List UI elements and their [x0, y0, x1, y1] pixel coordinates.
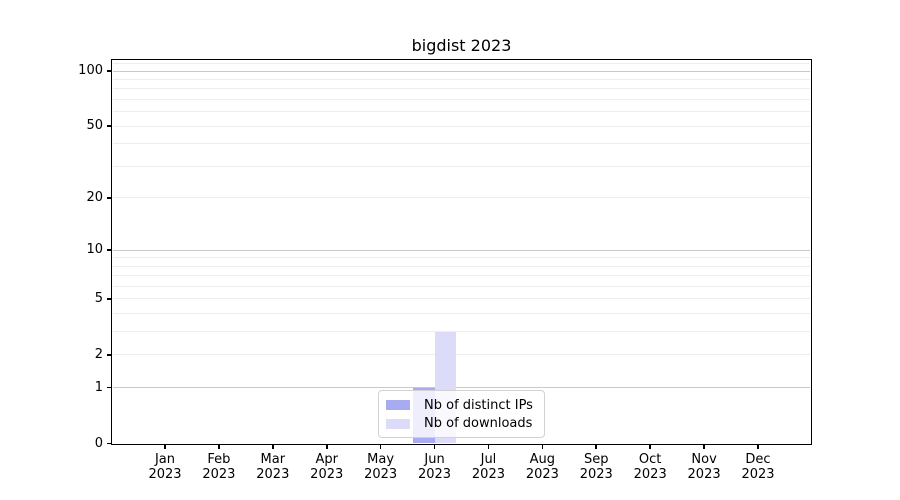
y-tick-mark — [106, 298, 112, 300]
x-axis-tick-label: Mar 2023 — [241, 452, 305, 483]
y-axis-tick-label: 20 — [86, 189, 103, 205]
x-tick-month: Apr — [315, 451, 338, 467]
major-gridline — [113, 249, 810, 251]
legend-label-distinct-ips: Nb of distinct IPs — [424, 397, 533, 413]
x-tick-year: 2023 — [256, 467, 290, 482]
x-tick-year: 2023 — [202, 467, 236, 482]
x-tick-year: 2023 — [579, 467, 613, 482]
x-tick-mark — [649, 443, 652, 449]
x-tick-month: Jul — [480, 451, 497, 467]
x-tick-month: Sep — [584, 451, 609, 467]
minor-gridline — [113, 275, 810, 277]
minor-gridline — [113, 111, 810, 113]
x-axis-tick-label: Nov 2023 — [672, 452, 736, 483]
x-axis-tick-label: Aug 2023 — [510, 452, 574, 483]
x-tick-year: 2023 — [741, 467, 775, 482]
y-axis-tick-label: 5 — [94, 290, 103, 306]
minor-gridline — [113, 197, 810, 199]
y-tick-mark — [106, 197, 112, 199]
legend-swatch-downloads — [386, 418, 410, 429]
minor-gridline — [113, 125, 810, 127]
y-tick-mark — [106, 442, 112, 445]
minor-gridline — [113, 298, 810, 300]
minor-gridline — [113, 265, 810, 267]
x-axis-tick-label: Jan 2023 — [133, 452, 197, 483]
minor-gridline — [113, 331, 810, 333]
x-axis-tick-label: May 2023 — [349, 452, 413, 483]
y-axis-tick-label: 10 — [86, 242, 103, 258]
x-axis-tick-label: Feb 2023 — [187, 452, 251, 483]
x-axis-tick-label: Dec 2023 — [726, 452, 790, 483]
x-tick-year: 2023 — [471, 467, 505, 482]
x-axis-tick-label: Oct 2023 — [618, 452, 682, 483]
x-tick-month: Oct — [638, 451, 662, 467]
major-gridline — [113, 70, 810, 72]
x-tick-year: 2023 — [525, 467, 559, 482]
legend-swatch-distinct-ips — [386, 400, 410, 411]
legend-item-downloads: Nb of downloads — [386, 415, 536, 434]
x-tick-month: Nov — [691, 451, 717, 467]
y-axis-tick-label: 0 — [94, 435, 103, 451]
x-tick-month: Aug — [529, 451, 556, 467]
minor-gridline — [113, 79, 810, 81]
x-axis-tick-label: Apr 2023 — [295, 452, 359, 483]
x-tick-mark — [164, 443, 166, 449]
x-tick-year: 2023 — [310, 467, 344, 482]
x-tick-mark — [379, 443, 382, 449]
y-tick-mark — [106, 249, 112, 251]
x-tick-month: Jun — [424, 451, 445, 467]
x-tick-month: Dec — [745, 451, 771, 467]
x-tick-month: Mar — [260, 451, 286, 467]
y-axis-tick-label: 50 — [86, 118, 103, 134]
minor-gridline — [113, 354, 810, 356]
x-tick-month: Feb — [207, 451, 231, 467]
minor-gridline — [113, 286, 810, 287]
x-tick-year: 2023 — [633, 467, 667, 482]
x-tick-mark — [541, 443, 544, 449]
x-axis-tick-label: Jul 2023 — [456, 452, 520, 483]
y-tick-mark — [106, 70, 112, 72]
x-tick-month: Jan — [154, 451, 176, 467]
x-tick-mark — [325, 443, 328, 449]
minor-gridline — [113, 99, 810, 101]
minor-gridline — [113, 63, 810, 65]
y-axis-tick-label: 2 — [94, 346, 103, 362]
chart-title: bigdist 2023 — [411, 36, 512, 55]
x-tick-year: 2023 — [148, 467, 182, 482]
x-tick-year: 2023 — [687, 467, 721, 482]
x-tick-mark — [703, 443, 705, 449]
x-tick-mark — [218, 443, 220, 449]
x-axis-tick-label: Jun 2023 — [403, 452, 467, 483]
y-axis-tick-label: 1 — [94, 379, 103, 395]
y-axis-tick-label: 100 — [78, 63, 103, 79]
x-axis-tick-label: Sep 2023 — [564, 452, 628, 483]
x-tick-mark — [433, 443, 436, 449]
legend-label-downloads: Nb of downloads — [424, 416, 533, 432]
x-tick-year: 2023 — [417, 467, 452, 482]
y-tick-mark — [106, 354, 112, 356]
legend: Nb of distinct IPs Nb of downloads — [378, 390, 545, 438]
minor-gridline — [113, 165, 810, 167]
x-tick-mark — [757, 443, 759, 449]
major-gridline — [113, 387, 810, 389]
y-tick-mark — [106, 386, 112, 389]
x-tick-mark — [487, 443, 490, 449]
minor-gridline — [113, 257, 810, 259]
x-tick-year: 2023 — [364, 467, 398, 482]
legend-item-distinct-ips: Nb of distinct IPs — [386, 396, 536, 415]
minor-gridline — [113, 143, 810, 145]
minor-gridline — [113, 88, 810, 90]
x-tick-month: May — [367, 451, 395, 467]
x-tick-mark — [595, 443, 598, 449]
x-tick-mark — [271, 443, 274, 449]
minor-gridline — [113, 313, 810, 315]
y-tick-mark — [106, 125, 112, 128]
